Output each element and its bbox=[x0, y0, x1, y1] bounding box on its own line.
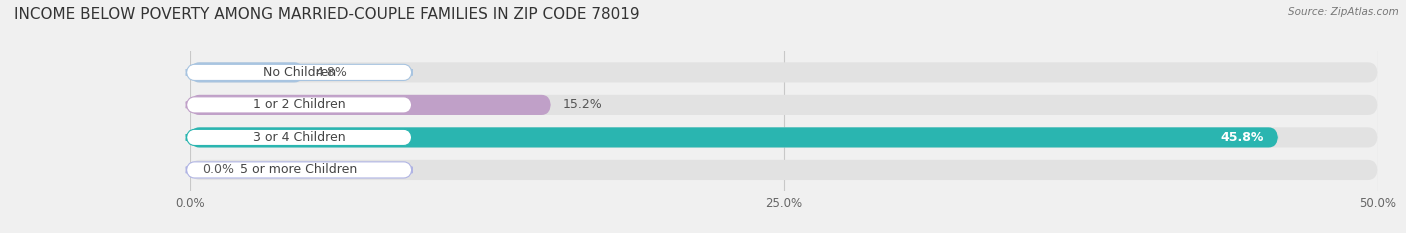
Text: 1 or 2 Children: 1 or 2 Children bbox=[253, 98, 346, 111]
FancyBboxPatch shape bbox=[190, 160, 1378, 180]
Text: 5 or more Children: 5 or more Children bbox=[240, 163, 357, 176]
FancyBboxPatch shape bbox=[190, 127, 1378, 147]
FancyBboxPatch shape bbox=[190, 62, 1378, 82]
FancyBboxPatch shape bbox=[186, 64, 412, 80]
FancyBboxPatch shape bbox=[186, 162, 412, 178]
FancyBboxPatch shape bbox=[190, 95, 1378, 115]
FancyBboxPatch shape bbox=[190, 127, 1278, 147]
Text: 4.8%: 4.8% bbox=[316, 66, 347, 79]
Text: 45.8%: 45.8% bbox=[1220, 131, 1264, 144]
Text: INCOME BELOW POVERTY AMONG MARRIED-COUPLE FAMILIES IN ZIP CODE 78019: INCOME BELOW POVERTY AMONG MARRIED-COUPL… bbox=[14, 7, 640, 22]
FancyBboxPatch shape bbox=[186, 97, 412, 113]
Text: No Children: No Children bbox=[263, 66, 336, 79]
Text: 0.0%: 0.0% bbox=[201, 163, 233, 176]
FancyBboxPatch shape bbox=[190, 95, 551, 115]
FancyBboxPatch shape bbox=[190, 62, 304, 82]
Text: 3 or 4 Children: 3 or 4 Children bbox=[253, 131, 346, 144]
Text: 15.2%: 15.2% bbox=[562, 98, 603, 111]
FancyBboxPatch shape bbox=[186, 129, 412, 145]
Text: Source: ZipAtlas.com: Source: ZipAtlas.com bbox=[1288, 7, 1399, 17]
